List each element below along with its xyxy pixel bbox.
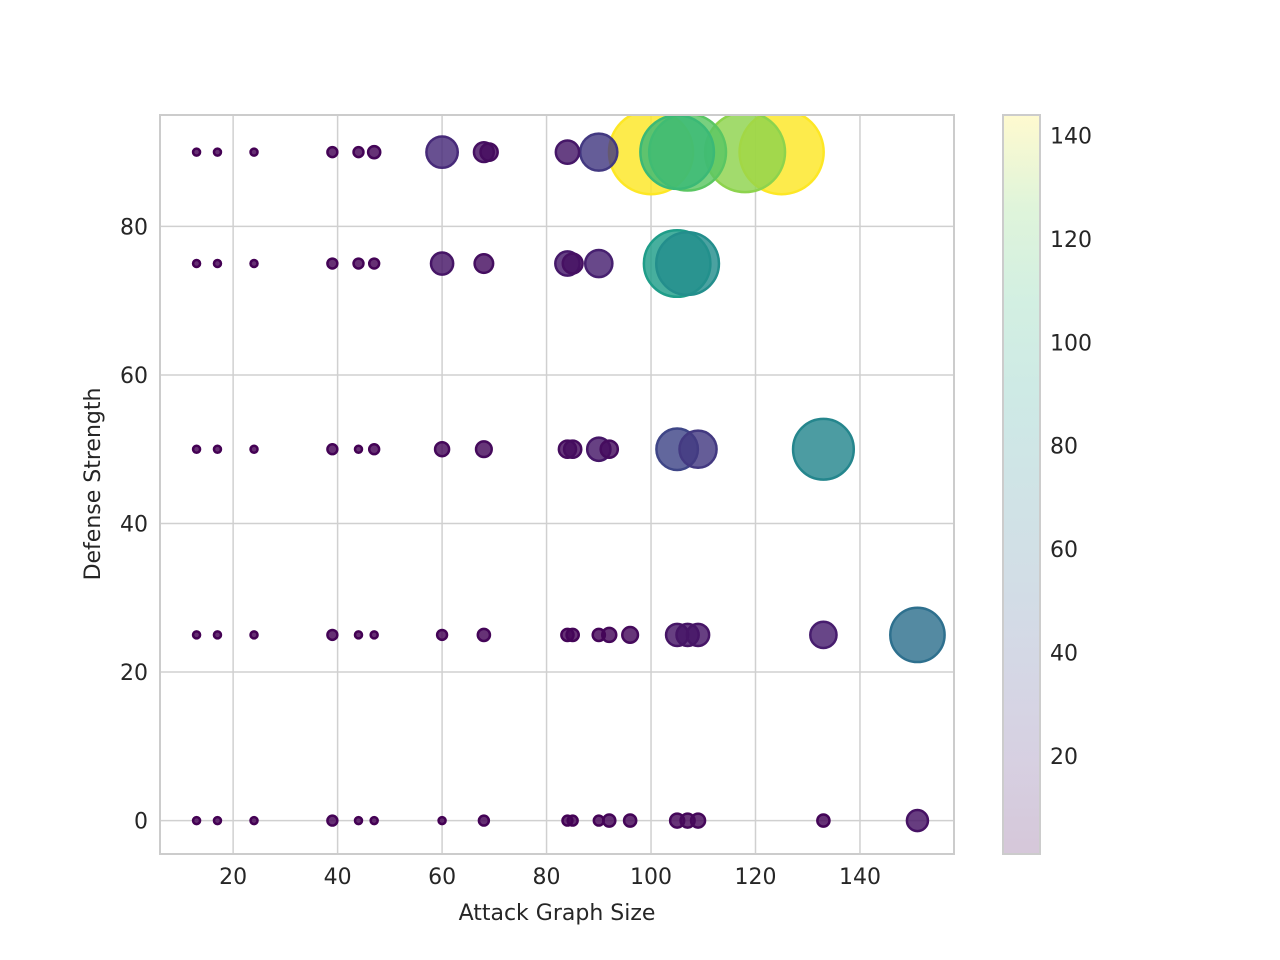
scatter-point [353, 444, 364, 454]
y-axis-ticks: 0 20 40 60 80 [120, 215, 148, 834]
colorbar-tick-label: 100 [1050, 331, 1092, 356]
y-tick-label: 0 [134, 810, 148, 835]
scatter-point [352, 257, 365, 270]
scatter-point [889, 606, 946, 664]
scatter-point [191, 630, 202, 640]
y-tick-label: 20 [120, 661, 148, 686]
colorbar-tick-label: 60 [1050, 538, 1078, 563]
scatter-point [809, 620, 838, 650]
scatter-point [191, 444, 202, 454]
scatter-point [816, 813, 831, 828]
scatter-point [474, 440, 493, 459]
scatter-point [435, 628, 449, 642]
scatter-point [905, 808, 930, 833]
scatter-point [249, 630, 259, 640]
y-axis-label: Defense Strength [81, 388, 106, 581]
scatter-point [212, 815, 223, 826]
scatter-point [367, 257, 381, 270]
scatter-point [249, 147, 259, 157]
scatter-point [791, 417, 856, 481]
scatter-point [326, 814, 339, 827]
colorbar-ticks: 20 40 60 80 100 120 140 [1050, 125, 1092, 770]
scatter-point [473, 253, 495, 275]
scatter-point [685, 622, 711, 648]
scatter-point [352, 145, 365, 159]
scatter-point [326, 443, 339, 456]
scatter-point [212, 630, 223, 640]
x-axis-label: Attack Graph Size [459, 901, 656, 926]
scatter-point [477, 814, 491, 827]
scatter-point [476, 627, 492, 643]
scatter-point [578, 132, 619, 172]
colorbar-tick-label: 120 [1050, 228, 1092, 253]
colorbar-tick-label: 20 [1050, 745, 1078, 770]
x-tick-label: 80 [533, 865, 561, 890]
scatter-point [353, 815, 364, 826]
scatter-point [249, 444, 259, 454]
scatter-point [689, 812, 707, 829]
scatter-point [678, 429, 718, 470]
x-axis-ticks: 20 40 60 80 100 120 140 [219, 865, 881, 890]
scatter-point [249, 815, 259, 826]
grid-lines [160, 115, 954, 854]
scatter-point [369, 815, 379, 826]
colorbar-gradient [1003, 115, 1040, 854]
scatter-point [353, 630, 364, 640]
plot-background [160, 115, 954, 854]
scatter-point [621, 625, 640, 644]
scatter-point [212, 444, 223, 454]
colorbar-frame [1002, 114, 1041, 855]
scatter-point [425, 135, 460, 170]
scatter-point [367, 443, 381, 456]
scatter-point [212, 258, 223, 269]
scatter-point [592, 814, 605, 827]
y-tick-label: 40 [120, 512, 148, 537]
colorbar: 20 40 60 80 100 120 140 [1002, 114, 1092, 855]
scatter-point [191, 815, 202, 826]
y-tick-label: 80 [120, 215, 148, 240]
x-tick-label: 120 [735, 865, 777, 890]
scatter-point [639, 115, 716, 191]
colorbar-tick-label: 80 [1050, 435, 1078, 460]
scatter-point [191, 147, 202, 157]
scatter-point [437, 815, 447, 826]
scatter-point [654, 230, 721, 297]
x-tick-label: 60 [428, 865, 456, 890]
x-tick-label: 20 [219, 865, 247, 890]
x-tick-label: 140 [839, 865, 881, 890]
plot-frame [159, 114, 955, 855]
scatter-point [366, 144, 382, 160]
scatter-point [369, 630, 379, 640]
scatter-point [429, 251, 455, 276]
scatter-point [583, 248, 614, 279]
scatter-point [249, 258, 259, 269]
scatter-point [554, 139, 581, 166]
scatter-point [562, 439, 583, 460]
scatter-point [326, 628, 339, 642]
colorbar-tick-label: 140 [1050, 125, 1092, 150]
scatter-point [561, 252, 584, 275]
plot-area [159, 114, 955, 855]
scatter-point [622, 813, 638, 828]
scatter-point [566, 814, 579, 827]
scatter-point [599, 439, 620, 460]
scatter-point [433, 440, 451, 458]
colorbar-tick-label: 40 [1050, 641, 1078, 666]
scatter-points [191, 115, 946, 833]
scatter-point [591, 627, 607, 643]
scatter-point [326, 145, 339, 159]
scatter-point [326, 257, 339, 270]
scatter-point [479, 142, 499, 162]
scatter-point [191, 258, 202, 269]
x-tick-label: 100 [630, 865, 672, 890]
x-tick-label: 40 [324, 865, 352, 890]
scatter-point [212, 147, 223, 157]
scatter-point [565, 627, 580, 643]
y-tick-label: 60 [120, 364, 148, 389]
